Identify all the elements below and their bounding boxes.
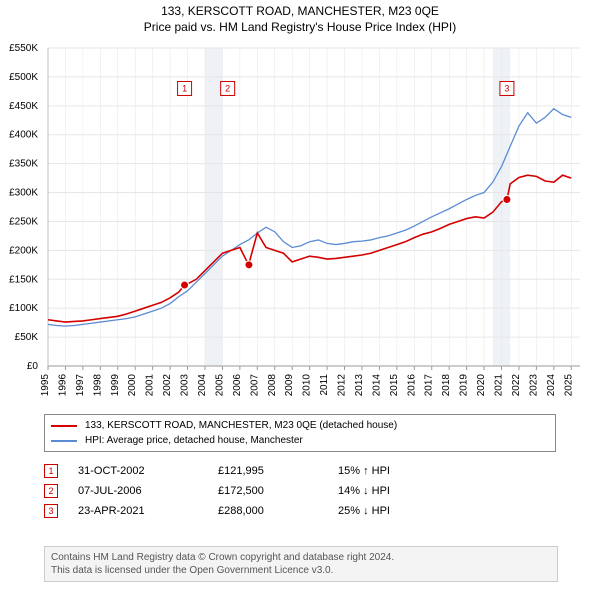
- legend-label-price: 133, KERSCOTT ROAD, MANCHESTER, M23 0QE …: [85, 418, 397, 433]
- svg-text:£250K: £250K: [9, 216, 38, 227]
- chart-svg: £0£50K£100K£150K£200K£250K£300K£350K£400…: [44, 44, 584, 404]
- tx-delta: 15% ↑ HPI: [338, 465, 458, 477]
- svg-text:2007: 2007: [249, 374, 260, 397]
- tx-date: 23-APR-2021: [78, 505, 218, 517]
- svg-text:£350K: £350K: [9, 159, 38, 170]
- svg-text:1998: 1998: [92, 374, 103, 397]
- svg-text:2020: 2020: [476, 374, 487, 397]
- svg-text:2008: 2008: [267, 374, 278, 397]
- tx-delta: 14% ↓ HPI: [338, 485, 458, 497]
- svg-text:2012: 2012: [337, 374, 348, 397]
- svg-text:2002: 2002: [162, 374, 173, 397]
- legend-row-1: 133, KERSCOTT ROAD, MANCHESTER, M23 0QE …: [51, 418, 549, 433]
- svg-text:2021: 2021: [494, 374, 505, 397]
- tx-date: 31-OCT-2002: [78, 465, 218, 477]
- legend-row-2: HPI: Average price, detached house, Manc…: [51, 433, 549, 448]
- tx-price: £121,995: [218, 465, 338, 477]
- legend: 133, KERSCOTT ROAD, MANCHESTER, M23 0QE …: [44, 414, 556, 452]
- tx-price: £288,000: [218, 505, 338, 517]
- transactions-table: 1 31-OCT-2002 £121,995 15% ↑ HPI 2 07-JU…: [44, 458, 458, 524]
- svg-text:£400K: £400K: [9, 130, 38, 141]
- footer-line-2: This data is licensed under the Open Gov…: [51, 564, 551, 577]
- chart-subtitle: Price paid vs. HM Land Registry's House …: [0, 20, 600, 34]
- table-row: 3 23-APR-2021 £288,000 25% ↓ HPI: [44, 504, 458, 518]
- tx-marker-3: 3: [44, 504, 58, 518]
- svg-text:2: 2: [225, 83, 230, 93]
- svg-text:2013: 2013: [354, 374, 365, 397]
- svg-text:£550K: £550K: [9, 43, 38, 54]
- svg-text:£500K: £500K: [9, 72, 38, 83]
- svg-text:2001: 2001: [145, 374, 156, 397]
- footer-line-1: Contains HM Land Registry data © Crown c…: [51, 551, 551, 564]
- svg-text:2014: 2014: [371, 374, 382, 397]
- svg-text:3: 3: [504, 83, 509, 93]
- legend-swatch-price: [51, 425, 77, 427]
- table-row: 1 31-OCT-2002 £121,995 15% ↑ HPI: [44, 464, 458, 478]
- svg-text:2000: 2000: [127, 374, 138, 397]
- svg-text:1996: 1996: [57, 374, 68, 397]
- plot-area: £0£50K£100K£150K£200K£250K£300K£350K£400…: [44, 44, 584, 404]
- svg-text:£300K: £300K: [9, 188, 38, 199]
- svg-text:2022: 2022: [511, 374, 522, 397]
- svg-text:2009: 2009: [284, 374, 295, 397]
- svg-text:£450K: £450K: [9, 101, 38, 112]
- svg-text:2023: 2023: [528, 374, 539, 397]
- svg-text:2006: 2006: [232, 374, 243, 397]
- svg-text:2011: 2011: [319, 374, 330, 396]
- svg-text:1: 1: [182, 83, 187, 93]
- svg-text:£0: £0: [27, 361, 39, 372]
- legend-swatch-hpi: [51, 440, 77, 442]
- svg-text:2017: 2017: [424, 374, 435, 397]
- svg-text:2010: 2010: [302, 374, 313, 397]
- svg-text:2016: 2016: [406, 374, 417, 397]
- svg-text:2015: 2015: [389, 374, 400, 397]
- svg-text:1995: 1995: [40, 374, 51, 397]
- table-row: 2 07-JUL-2006 £172,500 14% ↓ HPI: [44, 484, 458, 498]
- svg-text:2024: 2024: [546, 374, 557, 397]
- tx-delta: 25% ↓ HPI: [338, 505, 458, 517]
- svg-text:2004: 2004: [197, 374, 208, 397]
- svg-text:£100K: £100K: [9, 303, 38, 314]
- chart-titles: 133, KERSCOTT ROAD, MANCHESTER, M23 0QE …: [0, 0, 600, 34]
- tx-price: £172,500: [218, 485, 338, 497]
- legend-label-hpi: HPI: Average price, detached house, Manc…: [85, 433, 303, 448]
- chart-title: 133, KERSCOTT ROAD, MANCHESTER, M23 0QE: [0, 4, 600, 18]
- svg-text:2003: 2003: [180, 374, 191, 397]
- svg-text:£50K: £50K: [15, 332, 39, 343]
- svg-text:1999: 1999: [110, 374, 121, 397]
- svg-text:2025: 2025: [563, 374, 574, 397]
- tx-marker-1: 1: [44, 464, 58, 478]
- svg-text:£150K: £150K: [9, 274, 38, 285]
- footer-attribution: Contains HM Land Registry data © Crown c…: [44, 546, 558, 582]
- tx-date: 07-JUL-2006: [78, 485, 218, 497]
- tx-marker-2: 2: [44, 484, 58, 498]
- svg-text:2019: 2019: [459, 374, 470, 397]
- svg-text:2005: 2005: [214, 374, 225, 397]
- svg-text:2018: 2018: [441, 374, 452, 397]
- svg-text:£200K: £200K: [9, 245, 38, 256]
- svg-text:1997: 1997: [75, 374, 86, 397]
